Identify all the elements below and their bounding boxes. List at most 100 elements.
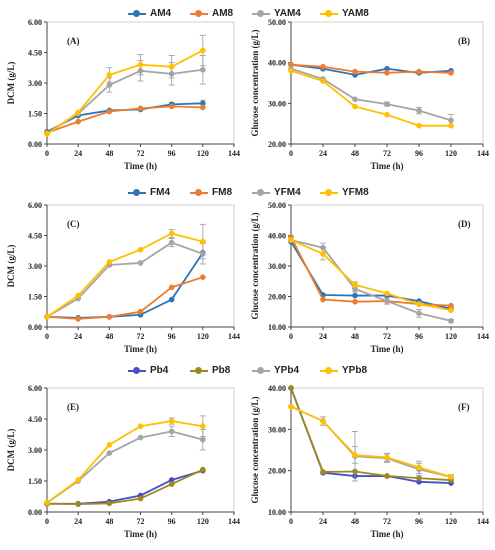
x-tick-label: 72 — [137, 517, 145, 526]
data-point — [106, 82, 113, 88]
legend-label: AM4 — [150, 8, 172, 19]
legend-label: AM8 — [212, 8, 234, 19]
x-axis-label: Time (h) — [124, 161, 157, 171]
data-point — [416, 464, 422, 471]
data-point — [199, 466, 206, 473]
x-tick-label: 48 — [351, 149, 359, 158]
x-tick-label: 48 — [105, 517, 113, 526]
data-point — [75, 292, 82, 299]
series-ypb8 — [44, 415, 206, 506]
data-point — [448, 307, 454, 314]
x-tick-label: 72 — [137, 332, 145, 341]
y-tick-label: 0.00 — [28, 323, 42, 332]
data-point — [137, 105, 144, 112]
x-tick-label: 48 — [351, 517, 359, 526]
legend-label: FM8 — [212, 187, 232, 198]
series-fm8 — [44, 274, 206, 322]
data-point — [416, 301, 422, 307]
x-tick-label: 24 — [319, 517, 327, 526]
data-point — [352, 96, 358, 103]
x-tick-label: 0 — [45, 517, 49, 526]
x-tick-label: 24 — [319, 332, 327, 341]
data-point — [384, 473, 390, 479]
x-tick-label: 120 — [445, 332, 457, 341]
data-point — [106, 72, 113, 78]
data-point — [384, 454, 390, 461]
legend-swatch — [128, 367, 146, 374]
y-tick-label: 6.00 — [28, 384, 42, 393]
y-tick-label: 20.00 — [268, 467, 286, 476]
plot-frame — [290, 204, 484, 328]
x-tick-label: 48 — [105, 149, 113, 158]
data-point — [75, 501, 82, 507]
data-point — [288, 237, 294, 243]
data-point — [320, 469, 326, 475]
legend-swatch — [128, 10, 146, 17]
y-tick-label: 40.00 — [268, 59, 286, 68]
data-point — [384, 298, 390, 304]
legend-swatch — [320, 189, 338, 196]
chart-panel-c: 0.00 1.50 3.00 4.50 6.00 0 24 48 72 96 120 144 Time … — [6, 201, 240, 354]
y-tick-label: 4.50 — [28, 415, 42, 424]
y-tick-label: 1.50 — [28, 293, 42, 302]
series-pb8 — [44, 466, 206, 507]
y-tick-label: 1.50 — [28, 477, 42, 486]
data-point — [44, 499, 50, 506]
legend-swatch — [320, 10, 338, 17]
data-point — [320, 296, 326, 303]
y-tick-label: 50.00 — [268, 18, 286, 27]
y-tick-label: 50.00 — [268, 201, 286, 210]
series-yam4 — [288, 65, 454, 127]
legend-label: Pb8 — [212, 365, 231, 376]
data-point — [199, 66, 206, 73]
x-tick-label: 24 — [74, 149, 82, 158]
x-tick-label: 24 — [319, 149, 327, 158]
legend-swatch — [128, 189, 146, 196]
data-point — [75, 477, 82, 483]
data-point — [75, 316, 82, 322]
x-tick-label: 120 — [197, 149, 209, 158]
legend-row-3: Pb4 Pb8 YPb4 YPb8 — [128, 365, 388, 377]
data-point — [106, 259, 113, 265]
y-axis-label: DCM (g/L) — [6, 429, 16, 472]
series-pb8 — [288, 385, 454, 484]
legend-swatch — [252, 10, 270, 17]
data-point — [448, 318, 454, 324]
data-point — [448, 117, 454, 124]
series-line — [290, 239, 452, 312]
y-tick-label: 3.00 — [28, 446, 42, 455]
x-tick-label: 144 — [228, 517, 240, 526]
series-yfm8 — [44, 223, 206, 320]
data-point — [199, 274, 206, 281]
series-am8 — [44, 103, 206, 136]
data-point — [137, 260, 144, 266]
x-tick-label: 144 — [228, 332, 240, 341]
y-tick-label: 3.00 — [28, 79, 42, 88]
legend-label: Pb4 — [150, 365, 169, 376]
data-point — [384, 101, 390, 107]
y-tick-label: 0.00 — [28, 508, 42, 517]
x-tick-label: 96 — [415, 517, 423, 526]
y-axis-label: Glucose concentration (g/L) — [250, 213, 260, 320]
panel-label: (E) — [67, 402, 79, 412]
legend-swatch — [190, 367, 208, 374]
y-axis-label: Glucose concentration (g/L) — [250, 30, 260, 137]
x-tick-label: 0 — [289, 517, 293, 526]
x-tick-label: 120 — [445, 149, 457, 158]
data-point — [168, 230, 175, 237]
x-tick-label: 72 — [383, 517, 391, 526]
data-point — [384, 69, 390, 76]
x-tick-label: 96 — [415, 149, 423, 158]
y-tick-label: 10.00 — [268, 508, 286, 517]
data-point — [448, 122, 454, 129]
data-point — [320, 78, 326, 84]
plot-frame — [290, 21, 484, 145]
x-tick-label: 120 — [197, 332, 209, 341]
series-line — [46, 105, 203, 134]
x-tick-label: 120 — [197, 517, 209, 526]
data-point — [44, 313, 50, 320]
data-point — [448, 474, 454, 480]
x-tick-label: 0 — [45, 149, 49, 158]
data-point — [168, 418, 175, 424]
